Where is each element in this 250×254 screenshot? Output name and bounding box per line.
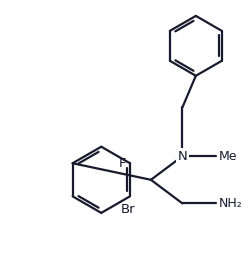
Text: N: N	[177, 150, 186, 163]
Text: NH₂: NH₂	[218, 197, 242, 210]
Text: F: F	[118, 157, 126, 170]
Text: Br: Br	[120, 203, 135, 216]
Text: Me: Me	[218, 150, 236, 163]
